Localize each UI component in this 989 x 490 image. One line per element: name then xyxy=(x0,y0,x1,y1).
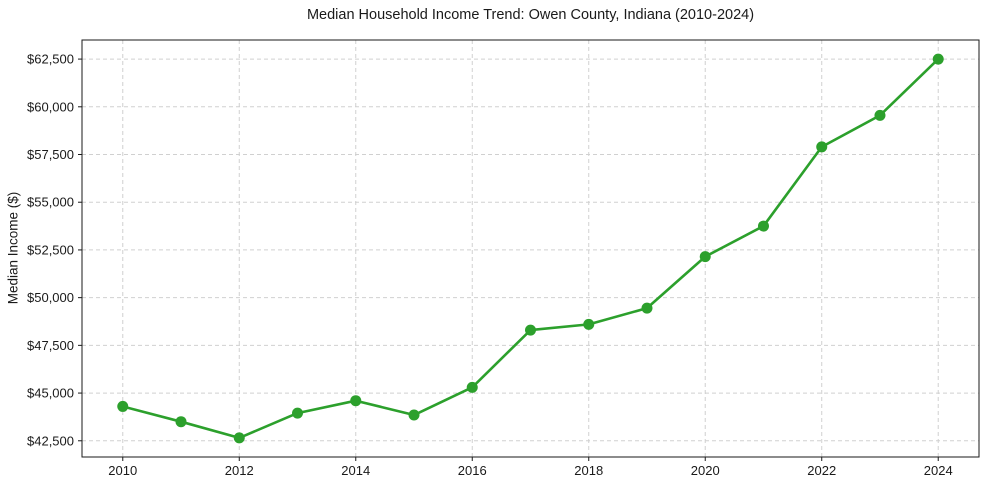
data-point-2011 xyxy=(175,416,187,428)
y-tick-label: $55,000 xyxy=(27,195,74,210)
data-point-2020 xyxy=(699,251,711,263)
income-trend-line xyxy=(121,57,940,440)
data-point-2015 xyxy=(408,409,420,421)
data-point-2013 xyxy=(292,407,304,419)
data-point-2018 xyxy=(583,318,595,330)
data-point-2022 xyxy=(816,141,828,153)
data-point-2016 xyxy=(466,381,478,393)
y-tick-label: $57,500 xyxy=(27,147,74,162)
y-tick-label: $62,500 xyxy=(27,52,74,67)
x-tick-label: 2020 xyxy=(691,463,720,478)
y-tick-label: $50,000 xyxy=(27,290,74,305)
data-point-2012 xyxy=(233,432,245,444)
y-tick-label: $60,000 xyxy=(27,99,74,114)
x-tick-label: 2018 xyxy=(574,463,603,478)
data-point-2010 xyxy=(117,400,129,412)
chart-title: Median Household Income Trend: Owen Coun… xyxy=(306,7,755,23)
x-tick-label: 2010 xyxy=(108,463,137,478)
x-tick-label: 2014 xyxy=(341,463,370,478)
data-point-2014 xyxy=(350,395,362,407)
plot-border xyxy=(81,39,980,458)
data-point-2017 xyxy=(525,324,536,336)
y-tick-label: $52,500 xyxy=(27,242,74,257)
data-point-2019 xyxy=(641,302,653,314)
y-tick-label: $47,500 xyxy=(27,338,74,353)
x-tick-label: 2024 xyxy=(924,463,953,478)
x-tick-label: 2016 xyxy=(458,463,487,478)
data-point-2023 xyxy=(874,109,886,121)
data-point-2021 xyxy=(757,220,769,232)
x-tick-label: 2012 xyxy=(225,463,254,478)
y-tick-label: $42,500 xyxy=(27,433,74,448)
y-tick-label: $45,000 xyxy=(27,386,74,401)
data-point-2024 xyxy=(932,53,944,65)
x-tick-label: 2022 xyxy=(807,463,836,478)
